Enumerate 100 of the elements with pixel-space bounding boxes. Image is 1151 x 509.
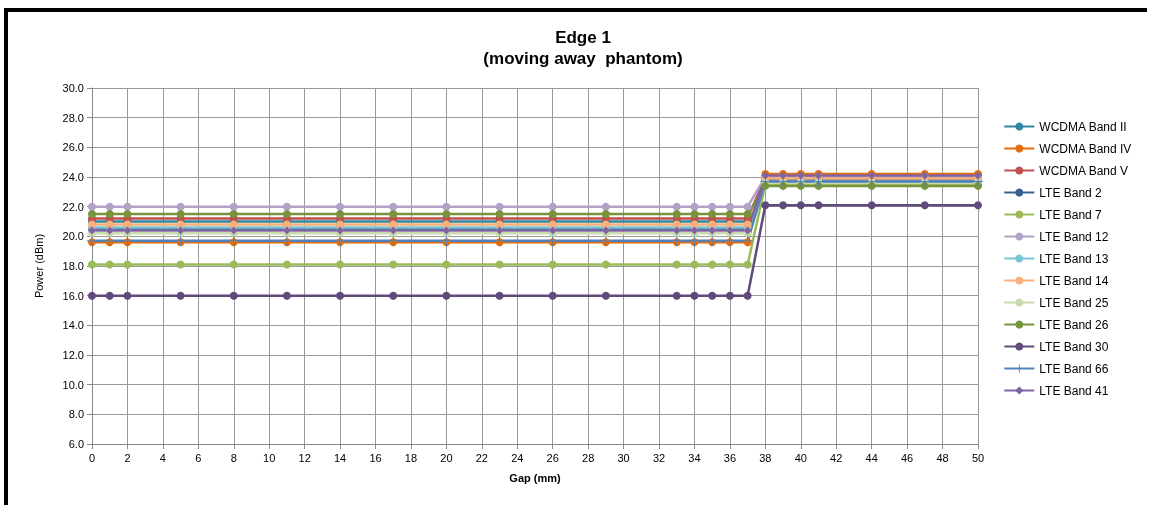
x-tick-label: 6 xyxy=(195,451,202,464)
y-tick-label: 8.0 xyxy=(68,408,84,421)
y-tick-label: 22.0 xyxy=(62,200,84,213)
x-tick-label: 4 xyxy=(159,451,166,464)
x-tick-label: 36 xyxy=(723,451,737,464)
y-tick-label: 6.0 xyxy=(68,438,84,450)
point xyxy=(176,291,185,300)
legend-label: LTE Band 14 xyxy=(1039,273,1109,288)
point xyxy=(690,210,699,219)
point xyxy=(336,210,345,219)
point xyxy=(743,210,752,219)
x-tick-label: 24 xyxy=(511,451,524,464)
point xyxy=(123,260,132,269)
x-tick-label: 40 xyxy=(794,451,807,464)
point xyxy=(725,291,734,300)
point xyxy=(548,260,557,269)
x-tick-label: 0 xyxy=(88,451,96,464)
point xyxy=(336,291,345,300)
y-tick-label: 28.0 xyxy=(62,111,84,124)
point xyxy=(442,291,451,300)
point xyxy=(88,291,96,300)
point xyxy=(743,260,752,269)
legend-label: WCDMA Band V xyxy=(1039,163,1129,178)
point xyxy=(601,210,610,219)
legend-label: LTE Band 25 xyxy=(1039,295,1109,310)
point xyxy=(442,260,451,269)
x-tick-label: 18 xyxy=(404,451,418,464)
x-tick-label: 38 xyxy=(759,451,772,464)
point xyxy=(229,260,238,269)
y-axis-title: Power (dBm) xyxy=(32,233,45,299)
point xyxy=(105,210,114,219)
point xyxy=(601,291,610,300)
point xyxy=(708,202,717,211)
point xyxy=(672,202,681,211)
point xyxy=(123,291,132,300)
legend-label: LTE Band 41 xyxy=(1039,383,1109,398)
point xyxy=(796,201,805,210)
point xyxy=(708,210,717,219)
point xyxy=(88,260,96,269)
x-tick-label: 26 xyxy=(546,451,559,464)
y-tick-label: 26.0 xyxy=(62,141,84,154)
point xyxy=(88,210,96,219)
y-tick-label: 24.0 xyxy=(62,171,84,183)
point xyxy=(672,210,681,219)
x-tick-label: 2 xyxy=(124,451,131,464)
point xyxy=(725,210,734,219)
point xyxy=(176,260,185,269)
x-tick-label: 10 xyxy=(263,451,276,464)
point xyxy=(548,202,557,211)
point xyxy=(690,260,699,269)
x-tick-label: 28 xyxy=(582,451,595,464)
point xyxy=(282,291,291,300)
point xyxy=(442,210,451,219)
y-tick-label: 30.0 xyxy=(62,82,84,94)
point xyxy=(282,260,291,269)
point xyxy=(229,291,238,300)
x-tick-label: 44 xyxy=(865,451,878,464)
x-tick-label: 16 xyxy=(369,451,382,464)
point xyxy=(176,210,185,219)
point xyxy=(708,291,717,300)
legend-label: LTE Band 2 xyxy=(1039,185,1103,200)
point xyxy=(229,202,238,211)
point xyxy=(282,202,291,211)
y-tick-label: 14.0 xyxy=(62,319,84,332)
point xyxy=(920,201,929,210)
point xyxy=(88,202,96,211)
x-tick-label: 30 xyxy=(617,451,630,464)
chart-title: Edge 1 (moving away phantom) xyxy=(483,28,683,68)
point xyxy=(495,210,504,219)
x-tick-label: 8 xyxy=(230,451,237,464)
point xyxy=(389,210,398,219)
point xyxy=(743,291,752,300)
point xyxy=(672,260,681,269)
point xyxy=(123,202,132,211)
legend-label: LTE Band 30 xyxy=(1039,339,1109,354)
x-tick-label: 14 xyxy=(333,451,347,464)
point xyxy=(867,201,876,210)
point xyxy=(761,201,770,210)
point xyxy=(495,260,504,269)
point xyxy=(743,202,752,211)
x-tick-label: 12 xyxy=(298,451,311,464)
point xyxy=(690,202,699,211)
y-tick-label: 12.0 xyxy=(62,349,84,361)
point xyxy=(336,260,345,269)
legend-label: WCDMA Band II xyxy=(1039,119,1127,134)
point xyxy=(495,291,504,300)
point xyxy=(548,210,557,219)
point xyxy=(229,210,238,219)
point xyxy=(123,210,132,219)
x-tick-label: 46 xyxy=(900,451,914,464)
point xyxy=(814,201,823,210)
legend-label: LTE Band 12 xyxy=(1039,229,1109,244)
y-tick-label: 18.0 xyxy=(62,260,84,272)
point xyxy=(779,201,788,210)
point xyxy=(708,260,717,269)
point xyxy=(389,202,398,211)
point xyxy=(548,291,557,300)
legend-label: LTE Band 7 xyxy=(1039,207,1103,222)
x-tick-label: 20 xyxy=(440,451,453,464)
point xyxy=(725,260,734,269)
